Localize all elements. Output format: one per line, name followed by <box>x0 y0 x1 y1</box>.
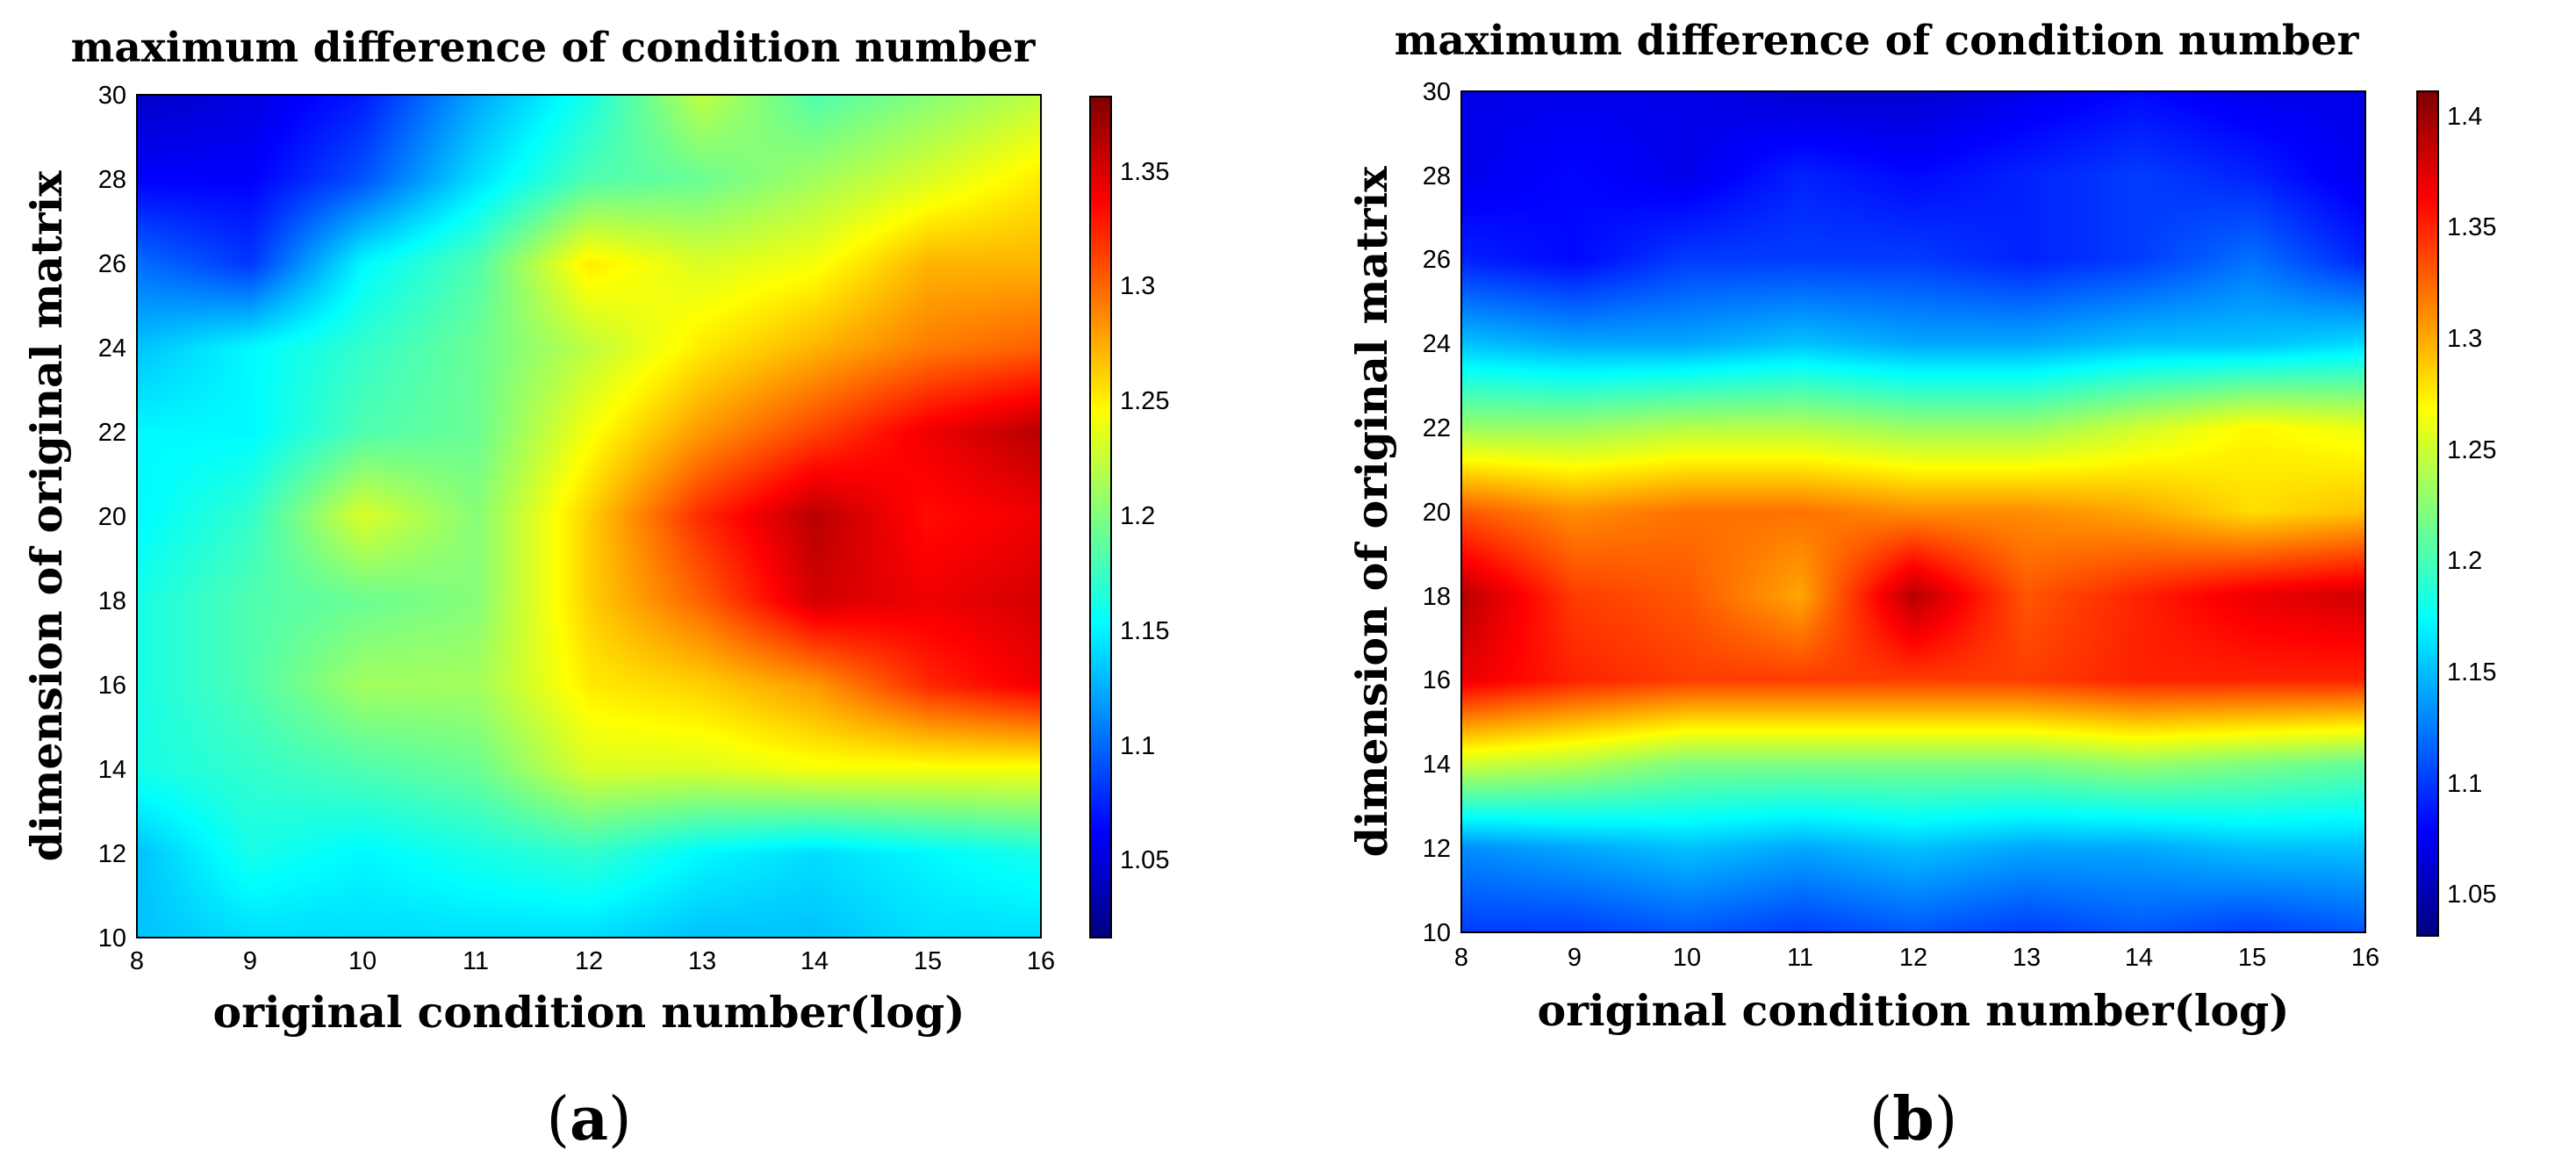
colorbar-tick-label: 1.3 <box>2447 325 2482 353</box>
colorbar-tick-label: 1.05 <box>2447 881 2496 909</box>
y-axis-ticks: 10 12 14 16 18 20 22 24 26 28 30 <box>1423 78 1451 947</box>
x-axis-label: original condition number(log) <box>213 987 965 1038</box>
colorbar-gradient <box>2417 91 2438 936</box>
colorbar-tick-label: 1.05 <box>1120 846 1169 874</box>
y-tick-label: 10 <box>1423 919 1451 947</box>
colorbar-frame <box>1089 96 1112 938</box>
x-axis-ticks: 8 9 10 11 12 13 14 15 16 <box>1454 944 2379 972</box>
y-tick-label: 18 <box>1423 583 1451 611</box>
colorbar-tick-label: 1.3 <box>1120 272 1155 300</box>
y-tick-label: 28 <box>1423 162 1451 191</box>
y-tick-label: 10 <box>98 924 126 953</box>
x-tick-label: 12 <box>575 947 603 975</box>
x-tick-label: 10 <box>348 947 377 975</box>
plot-frame <box>1460 90 2366 933</box>
x-tick-label: 14 <box>800 947 829 975</box>
y-tick-label: 12 <box>1423 835 1451 863</box>
x-tick-label: 11 <box>463 947 489 975</box>
colorbar-tick-label: 1.1 <box>2447 770 2482 798</box>
y-tick-label: 12 <box>98 840 126 868</box>
y-tick-label: 24 <box>1423 330 1451 358</box>
x-tick-label: 9 <box>243 947 257 975</box>
chart-title: maximum difference of condition number <box>1395 17 2360 65</box>
y-tick-label: 14 <box>1423 751 1451 779</box>
y-tick-label: 28 <box>98 166 126 194</box>
heatmap-plot-area <box>1461 91 2365 932</box>
colorbar-gradient <box>1090 97 1111 938</box>
colorbar-ticks: 1.05 1.1 1.15 1.2 1.25 1.3 1.35 1.4 <box>2447 103 2496 909</box>
colorbar-tick-label: 1.15 <box>2447 658 2496 687</box>
y-tick-label: 26 <box>1423 246 1451 274</box>
panel-a: maximum difference of condition number 8… <box>21 24 1169 1154</box>
y-tick-label: 22 <box>98 419 126 447</box>
x-tick-label: 14 <box>2125 944 2153 972</box>
x-tick-label: 12 <box>1899 944 1927 972</box>
x-tick-label: 13 <box>2013 944 2041 972</box>
x-tick-label: 11 <box>1787 944 1813 972</box>
panel-letter: a <box>570 1084 608 1154</box>
x-tick-label: 15 <box>914 947 942 975</box>
panel-letter: b <box>1892 1084 1934 1154</box>
y-tick-label: 20 <box>1423 499 1451 527</box>
colorbar-tick-label: 1.4 <box>2447 103 2482 131</box>
x-axis-label: original condition number(log) <box>1538 985 2290 1036</box>
panel-label: (b) <box>1869 1084 1958 1154</box>
x-tick-label: 15 <box>2238 944 2266 972</box>
colorbar-tick-label: 1.15 <box>1120 617 1169 645</box>
colorbar-tick-label: 1.35 <box>2447 213 2496 241</box>
x-tick-label: 8 <box>130 947 144 975</box>
chart-title: maximum difference of condition number <box>71 24 1037 72</box>
y-tick-label: 24 <box>98 334 126 363</box>
colorbar-tick-label: 1.2 <box>1120 502 1155 530</box>
x-tick-label: 10 <box>1673 944 1701 972</box>
colorbar-tick-label: 1.2 <box>2447 547 2482 575</box>
y-tick-label: 30 <box>1423 78 1451 106</box>
colorbar-frame <box>2416 90 2439 937</box>
y-tick-label: 30 <box>98 82 126 110</box>
y-tick-label: 16 <box>1423 666 1451 694</box>
x-tick-label: 8 <box>1454 944 1468 972</box>
x-axis-ticks: 8 9 10 11 12 13 14 15 16 <box>130 947 1055 975</box>
colorbar-ticks: 1.05 1.1 1.15 1.2 1.25 1.3 1.35 <box>1120 158 1169 874</box>
y-tick-label: 20 <box>98 503 126 531</box>
x-tick-label: 13 <box>688 947 716 975</box>
y-tick-label: 26 <box>98 250 126 278</box>
x-tick-label: 9 <box>1568 944 1582 972</box>
y-tick-label: 22 <box>1423 414 1451 442</box>
y-tick-label: 14 <box>98 756 126 784</box>
colorbar-tick-label: 1.1 <box>1120 732 1155 760</box>
y-axis-label: dimension of original matrix <box>21 170 72 862</box>
panel-label: (a) <box>546 1084 631 1154</box>
colorbar-tick-label: 1.25 <box>1120 387 1169 415</box>
x-tick-label: 16 <box>2351 944 2379 972</box>
y-tick-label: 16 <box>98 672 126 700</box>
colorbar-tick-label: 1.35 <box>1120 158 1169 186</box>
y-axis-ticks: 10 12 14 16 18 20 22 24 26 28 30 <box>98 82 126 953</box>
panel-b: maximum difference of condition number 8… <box>1346 17 2496 1154</box>
plot-frame <box>136 94 1042 938</box>
y-axis-label: dimension of original matrix <box>1346 166 1397 858</box>
x-tick-label: 16 <box>1027 947 1055 975</box>
y-tick-label: 18 <box>98 587 126 615</box>
colorbar-tick-label: 1.25 <box>2447 436 2496 464</box>
heatmap-plot-area <box>137 95 1041 938</box>
